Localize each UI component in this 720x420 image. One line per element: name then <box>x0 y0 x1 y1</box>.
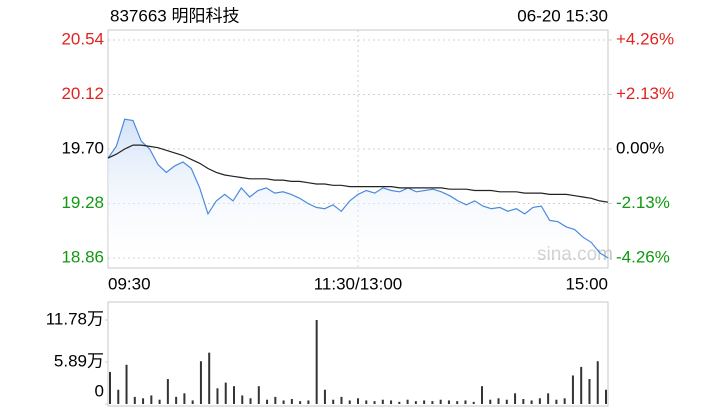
volume-bar <box>497 398 500 404</box>
volume-bar <box>183 393 186 404</box>
volume-bar <box>431 401 434 404</box>
volume-bar <box>571 375 574 404</box>
volume-bar <box>142 398 145 404</box>
y2-tick-label: +4.26% <box>616 29 674 48</box>
volume-bar <box>398 401 401 404</box>
volume-bar <box>563 398 566 404</box>
volume-bar <box>472 401 475 404</box>
y2-tick-label: +2.13% <box>616 84 674 103</box>
price-area <box>108 119 608 258</box>
volume-bar <box>158 399 161 404</box>
y-tick-label: 19.70 <box>61 138 104 157</box>
volume-bar <box>175 396 178 404</box>
volume-bar <box>423 400 426 404</box>
y-tick-label: 20.54 <box>61 29 104 48</box>
volume-bar <box>348 400 351 404</box>
volume-bar <box>406 399 409 404</box>
volume-bar <box>456 401 459 404</box>
volume-bar <box>191 400 194 404</box>
volume-bar <box>439 399 442 404</box>
volume-bar <box>538 398 541 404</box>
volume-bar <box>233 386 235 404</box>
y-tick-label: 0 <box>95 381 104 400</box>
price-line <box>107 118 609 259</box>
volume-bar <box>109 371 111 404</box>
y-tick-label: 18.86 <box>61 247 104 266</box>
volume-bar <box>224 382 227 404</box>
volume-bar <box>514 393 517 404</box>
volume-bar <box>150 395 153 404</box>
volume-bar <box>505 399 508 404</box>
volume-bar <box>555 399 558 404</box>
volume-bar <box>282 400 285 404</box>
volume-bar <box>307 400 310 404</box>
volume-bar <box>530 400 533 404</box>
chart-title: 837663 明阳科技 <box>110 6 239 25</box>
y-tick-label: 20.12 <box>61 84 104 103</box>
volume-bar <box>414 401 417 404</box>
y-tick-label: 19.28 <box>61 193 104 212</box>
volume-bar <box>249 398 252 404</box>
average-line <box>107 144 609 203</box>
volume-bar <box>323 389 326 404</box>
volume-bar <box>274 396 277 404</box>
volume-bar <box>216 388 219 404</box>
volume-bar <box>365 400 368 404</box>
volume-bar <box>340 396 343 404</box>
volume-bar <box>290 399 293 404</box>
y2-tick-label: -2.13% <box>616 193 670 212</box>
y-tick-label: 11.78万 <box>46 309 104 328</box>
x-tick-label: 15:00 <box>565 274 608 293</box>
volume-frame <box>107 301 609 407</box>
volume-bar <box>299 401 302 404</box>
volume-bar <box>133 396 136 404</box>
volume-bar <box>522 399 525 404</box>
timestamp: 06-20 15:30 <box>517 6 608 25</box>
volume-bar <box>605 389 607 404</box>
y-tick-label: 5.89万 <box>54 351 104 370</box>
volume-bar <box>481 386 483 404</box>
volume-bar <box>332 399 335 404</box>
volume-bar <box>315 320 318 404</box>
y2-tick-label: 0.00% <box>616 138 664 157</box>
volume-bar <box>547 393 550 404</box>
x-tick-label: 09:30 <box>108 274 151 293</box>
volume-bar <box>266 399 269 404</box>
volume-bar <box>117 389 120 404</box>
volume-bar <box>257 386 260 404</box>
volume-bar <box>381 399 384 404</box>
volume-bar <box>208 352 211 404</box>
volume-bar <box>580 366 583 404</box>
volume-bar <box>357 398 359 404</box>
volume-bar <box>596 361 599 404</box>
volume-bar <box>373 401 376 404</box>
volume-bar <box>489 399 492 404</box>
y2-tick-label: -4.26% <box>616 247 670 266</box>
volume-bar <box>390 400 393 404</box>
x-tick-label: 11:30/13:00 <box>314 274 403 293</box>
volume-bar <box>125 364 128 404</box>
volume-bar <box>199 361 202 404</box>
volume-bar <box>464 400 467 404</box>
volume-bar <box>241 395 244 404</box>
volume-bar <box>166 379 169 404</box>
volume-bar <box>447 400 450 404</box>
volume-bar <box>588 379 591 404</box>
